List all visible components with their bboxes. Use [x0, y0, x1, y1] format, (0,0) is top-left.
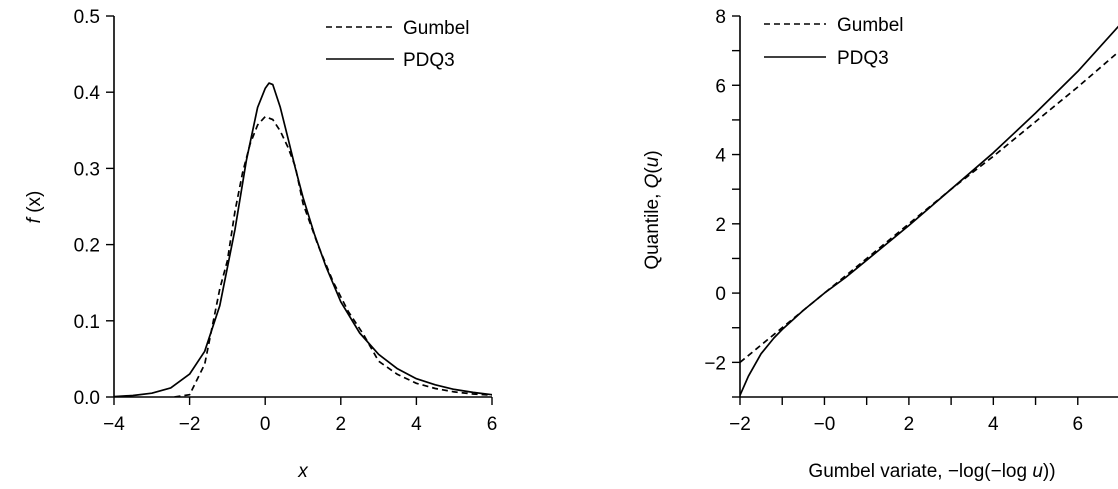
y-axis-title: Quantile, Q(u)	[642, 150, 663, 269]
y-tick-label: 4	[715, 146, 726, 167]
y-tick-label: 0.3	[74, 159, 100, 180]
x-tick-label: 4	[988, 414, 999, 435]
legend-label-pdq3: PDQ3	[837, 48, 889, 69]
x-tick-label: 2	[904, 414, 915, 435]
series-line-gumbel	[174, 115, 492, 397]
x-tick-label: 2	[336, 414, 347, 435]
series-line-pdq3	[740, 25, 1118, 396]
y-tick-label: −2	[704, 353, 726, 374]
y-axis-title: f (x)	[24, 191, 45, 224]
legend-label-pdq3: PDQ3	[403, 50, 455, 71]
y-tick-label: 0.2	[74, 236, 100, 257]
y-tick-label: 0.0	[74, 388, 100, 409]
quantile-chart: −2 −0 2 4 6 −2 0 2 4 6 8 Gumbel variate, −log(−log…	[642, 7, 1118, 482]
legend-label-gumbel: Gumbel	[403, 18, 470, 39]
legend: Gumbel PDQ3	[326, 18, 470, 71]
y-tick-label: 0.1	[74, 312, 100, 333]
y-tick-label: 0.4	[74, 83, 101, 104]
x-tick-label: −0	[814, 414, 836, 435]
x-tick-label: 6	[487, 414, 498, 435]
x-tick-label: −2	[179, 414, 201, 435]
y-tick-label: 0.5	[74, 7, 100, 28]
x-tick-label: 0	[260, 414, 271, 435]
series-line-gumbel	[740, 51, 1118, 364]
y-tick-label: 0	[715, 284, 726, 305]
y-tick-label: 2	[715, 215, 726, 236]
y-tick-label: 8	[715, 7, 726, 28]
y-tick-label: 6	[715, 76, 726, 97]
series-line-pdq3	[114, 82, 492, 397]
x-tick-label: −4	[103, 414, 125, 435]
x-axis-title: Gumbel variate, −log(−log u))	[808, 461, 1055, 482]
legend: Gumbel PDQ3	[764, 15, 904, 69]
legend-label-gumbel: Gumbel	[837, 15, 904, 36]
x-tick-label: 4	[411, 414, 422, 435]
x-axis-title: x	[297, 461, 309, 482]
x-tick-label: −2	[729, 414, 751, 435]
x-tick-label: 6	[1072, 414, 1083, 435]
density-chart: −4 −2 0 2 4 6 0.0 0.1 0.2 0.3 0.4 0.5 x f (x) Gumbe…	[24, 7, 497, 482]
